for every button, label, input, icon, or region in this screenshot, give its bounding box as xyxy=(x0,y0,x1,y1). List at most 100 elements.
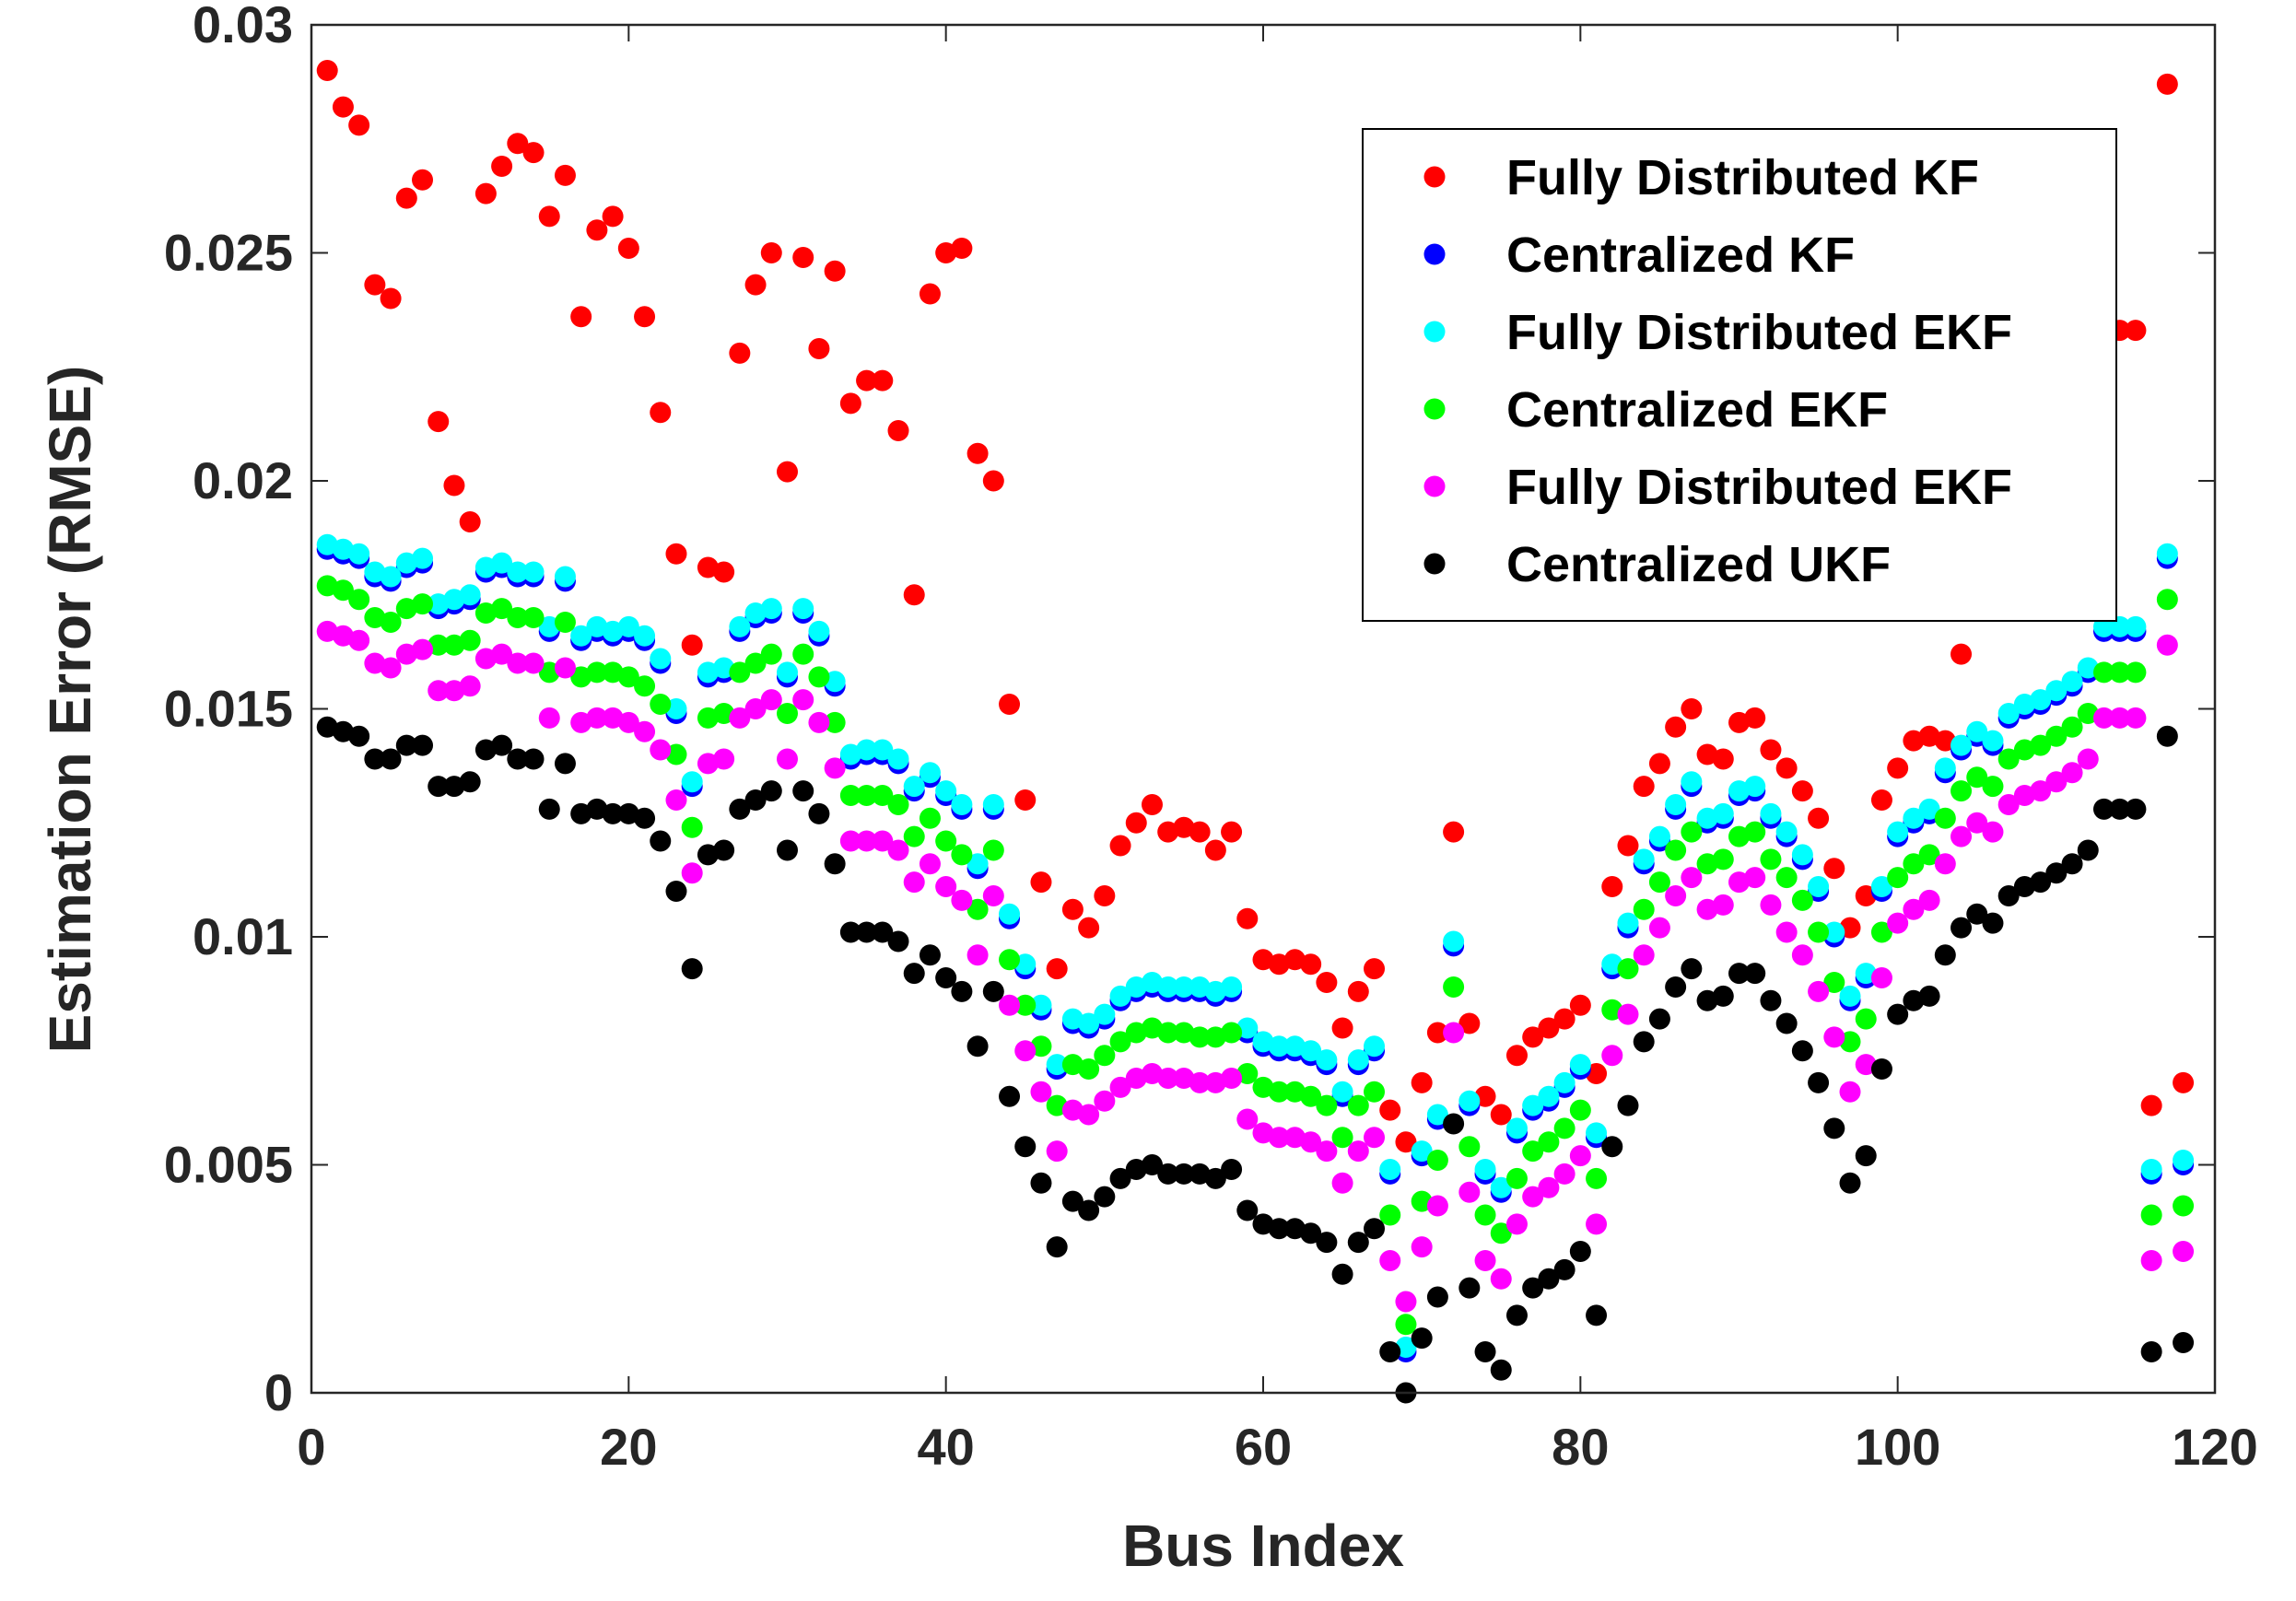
point xyxy=(1443,1113,1465,1135)
point xyxy=(919,762,941,784)
point xyxy=(713,748,735,770)
point xyxy=(777,461,798,483)
point xyxy=(1887,757,1909,779)
point xyxy=(1586,1213,1608,1235)
point xyxy=(586,219,608,241)
point xyxy=(1505,1304,1528,1326)
point xyxy=(538,798,560,820)
point xyxy=(1855,1008,1877,1030)
point xyxy=(1141,1154,1163,1175)
point xyxy=(1934,944,1956,966)
point xyxy=(1808,921,1830,943)
point xyxy=(1950,917,1973,939)
y-tick-label: 0.005 xyxy=(164,1136,293,1194)
point xyxy=(2173,1332,2195,1354)
point xyxy=(1157,1022,1179,1044)
point xyxy=(760,689,782,711)
point xyxy=(459,511,481,533)
point xyxy=(665,543,687,565)
point xyxy=(380,611,402,633)
point xyxy=(1966,812,1988,834)
point xyxy=(935,780,957,802)
point xyxy=(919,807,941,829)
point xyxy=(1791,1040,1813,1062)
point xyxy=(507,133,529,155)
point xyxy=(744,652,767,674)
point xyxy=(1775,867,1798,889)
point xyxy=(1505,1167,1528,1189)
point xyxy=(1538,1268,1560,1290)
point xyxy=(1681,698,1703,719)
point xyxy=(1316,1094,1338,1116)
point xyxy=(491,643,513,665)
point xyxy=(380,566,402,588)
point xyxy=(554,657,576,679)
point xyxy=(2173,1241,2195,1263)
point xyxy=(792,780,814,802)
point xyxy=(1458,1277,1481,1299)
point xyxy=(1648,825,1670,847)
point xyxy=(982,793,1004,815)
point xyxy=(1046,1054,1068,1076)
point xyxy=(999,694,1021,716)
point xyxy=(522,561,545,583)
point xyxy=(1030,1172,1052,1194)
y-tick-label: 0 xyxy=(264,1363,293,1421)
point xyxy=(1014,1040,1037,1062)
x-tick-label: 80 xyxy=(1552,1418,1609,1476)
point xyxy=(872,830,894,852)
point xyxy=(1268,1218,1290,1240)
point xyxy=(1665,839,1687,861)
point xyxy=(2173,1071,2195,1093)
point xyxy=(1458,1136,1481,1158)
point xyxy=(2109,798,2131,820)
point xyxy=(1903,853,1925,875)
point xyxy=(1331,1081,1353,1103)
point xyxy=(1538,1131,1560,1153)
point xyxy=(1617,912,1639,934)
point xyxy=(919,944,941,966)
point xyxy=(1236,1108,1259,1130)
point xyxy=(777,839,798,861)
point xyxy=(1617,958,1639,980)
point xyxy=(808,666,830,688)
point xyxy=(1426,1022,1448,1044)
point xyxy=(1918,798,1940,820)
point xyxy=(522,748,545,770)
point xyxy=(617,238,639,260)
point xyxy=(903,871,925,894)
point xyxy=(1791,844,1813,866)
point xyxy=(2156,73,2178,95)
point xyxy=(1426,1286,1448,1308)
point xyxy=(1078,1199,1100,1221)
point xyxy=(1553,1163,1576,1185)
point xyxy=(2156,589,2178,611)
point xyxy=(364,748,386,770)
point xyxy=(1617,1094,1639,1116)
point xyxy=(1204,1167,1226,1189)
point xyxy=(872,921,894,943)
point xyxy=(459,629,481,651)
point xyxy=(586,707,608,729)
point xyxy=(1078,1058,1100,1081)
point xyxy=(2109,707,2131,729)
point xyxy=(380,287,402,310)
point xyxy=(1712,985,1734,1007)
point xyxy=(538,205,560,228)
point xyxy=(1712,894,1734,916)
point xyxy=(2045,725,2068,747)
legend-marker xyxy=(1423,475,1446,497)
point xyxy=(792,689,814,711)
point xyxy=(1712,802,1734,824)
series xyxy=(316,620,2195,1313)
point xyxy=(1268,1081,1290,1103)
point xyxy=(1569,994,1591,1016)
point xyxy=(380,748,402,770)
point xyxy=(808,337,830,359)
point xyxy=(1300,1131,1322,1153)
point xyxy=(1982,821,2004,843)
point xyxy=(982,470,1004,492)
point xyxy=(2125,661,2147,684)
point xyxy=(760,780,782,802)
point xyxy=(1268,1035,1290,1058)
